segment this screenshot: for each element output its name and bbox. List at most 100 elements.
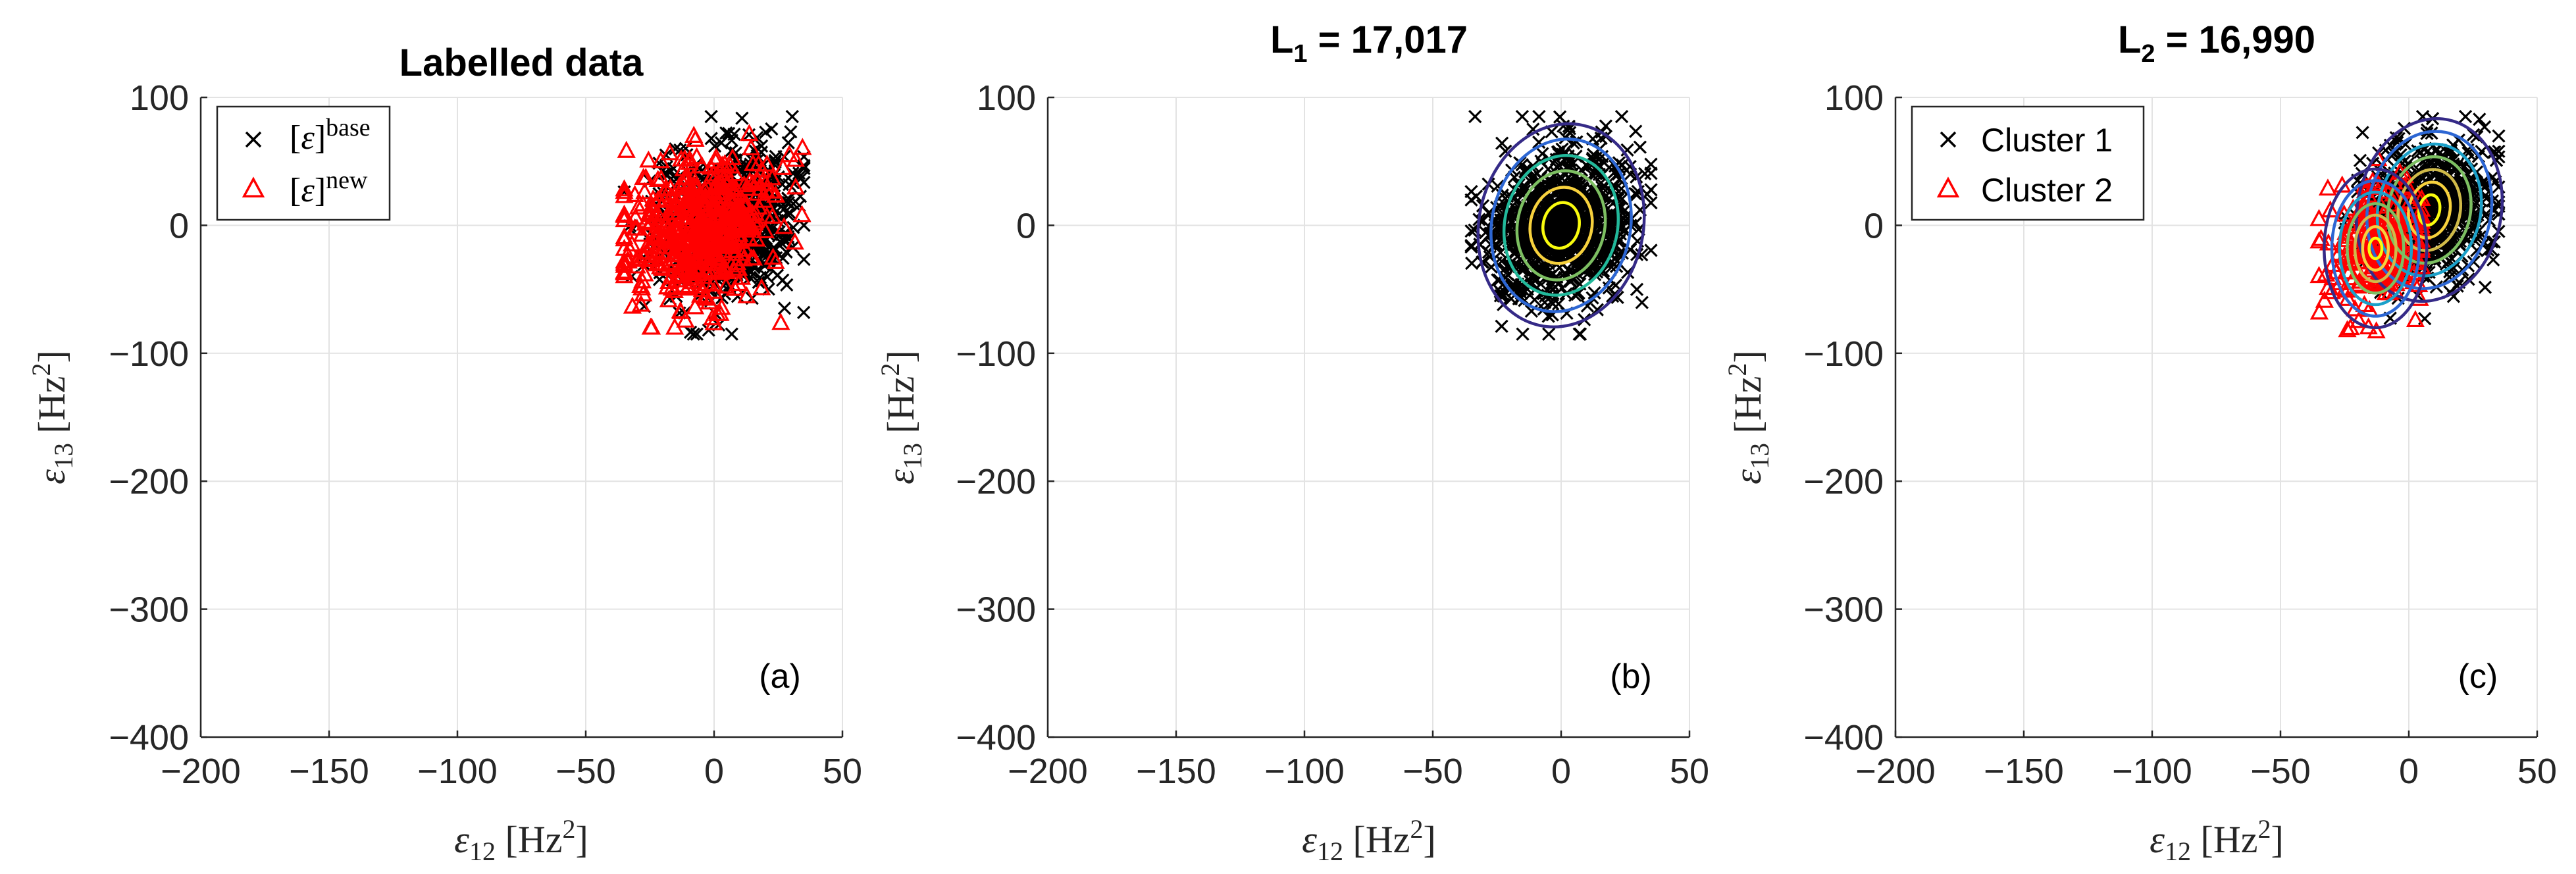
data-point-triangle — [766, 185, 785, 203]
data-point-triangle — [2370, 230, 2389, 248]
data-point-x — [1499, 144, 1512, 158]
data-point-x — [1612, 220, 1626, 234]
y-tick-label: 100 — [130, 78, 189, 118]
data-point-x — [1528, 293, 1541, 307]
data-point-triangle — [721, 156, 740, 174]
contour-line — [2355, 117, 2504, 303]
x-tick-label: −200 — [161, 752, 241, 791]
data-point-x — [1560, 235, 1575, 249]
data-point-x — [2446, 290, 2460, 303]
y-tick-label: 100 — [1824, 78, 1884, 118]
x-tick-label: 0 — [704, 752, 724, 791]
contour-line — [2361, 225, 2390, 272]
y-tick-label: 0 — [1864, 206, 1884, 245]
legend-x-marker — [1940, 131, 1957, 148]
y-axis-label: ε13 [Hz2] — [26, 350, 78, 484]
data-point-triangle — [752, 160, 771, 178]
data-point-triangle — [771, 313, 790, 330]
data-point-triangle — [659, 290, 678, 307]
data-point-triangle — [2367, 321, 2386, 339]
y-tick-label: −200 — [956, 462, 1036, 501]
data-point-x — [1495, 319, 1508, 333]
data-point-triangle — [2406, 310, 2425, 328]
data-point-triangle — [2322, 282, 2341, 299]
data-point-x — [2443, 175, 2458, 189]
data-point-triangle — [707, 147, 726, 165]
data-point-triangle — [2309, 231, 2329, 249]
data-point-triangle — [645, 232, 665, 250]
data-point-x — [1495, 136, 1509, 150]
data-point-triangle — [723, 220, 742, 238]
data-point-triangle — [615, 204, 634, 222]
data-point-triangle — [756, 221, 775, 239]
x-axis-label: ε12 [Hz2] — [1302, 814, 1436, 866]
data-point-triangle — [2309, 302, 2329, 320]
data-point-x — [777, 301, 792, 315]
data-point-x — [1562, 119, 1576, 133]
data-point-triangle — [659, 272, 679, 290]
data-point-triangle — [652, 168, 671, 186]
data-point-x — [2390, 136, 2404, 149]
data-point-triangle — [672, 258, 691, 276]
data-point-x — [1599, 119, 1612, 133]
data-point-triangle — [685, 222, 704, 240]
data-point-triangle — [683, 235, 702, 253]
data-point-x — [781, 192, 796, 206]
data-point-triangle — [696, 261, 715, 278]
data-point-triangle — [718, 217, 737, 235]
data-point-x — [1515, 110, 1530, 124]
data-point-x — [1495, 254, 1508, 269]
data-point-triangle — [773, 157, 792, 175]
data-point-triangle — [622, 234, 642, 252]
data-point-triangle — [706, 178, 725, 195]
data-point-triangle — [641, 212, 660, 230]
y-tick-label: 100 — [977, 78, 1036, 118]
data-point-x — [659, 167, 673, 181]
panel-label: (c) — [2458, 657, 2498, 696]
x-tick-label: 50 — [2517, 752, 2557, 791]
data-point-triangle — [665, 281, 684, 299]
data-point-triangle — [733, 207, 753, 225]
data-point-x — [2448, 161, 2461, 175]
data-point-triangle — [617, 140, 636, 158]
data-point-triangle — [651, 151, 670, 168]
data-point-x — [1514, 278, 1528, 292]
data-point-triangle — [706, 207, 725, 225]
y-tick-label: −300 — [1803, 590, 1884, 630]
data-point-triangle — [703, 308, 722, 326]
chart-panel-b: L1 = 17,017 −200 −150 −100 −50 0 50−400−300−2… — [875, 18, 1709, 866]
data-point-triangle — [666, 252, 685, 270]
contour-line — [2367, 236, 2384, 261]
data-point-triangle — [711, 263, 731, 280]
data-point-triangle — [2338, 320, 2357, 338]
data-point-x — [735, 111, 749, 125]
data-point-x — [786, 240, 800, 254]
x-tick-label: −150 — [289, 752, 369, 791]
data-point-triangle — [671, 149, 691, 167]
data-point-x — [1532, 135, 1546, 149]
data-point-x — [1629, 124, 1643, 138]
y-tick-label: −100 — [109, 334, 189, 374]
data-point-triangle — [626, 207, 645, 225]
data-point-triangle — [763, 206, 782, 224]
data-point-triangle — [669, 261, 688, 279]
data-point-x — [2442, 235, 2456, 249]
y-axis-label: ε13 [Hz2] — [875, 350, 927, 484]
data-point-x — [1535, 147, 1549, 161]
data-point-x — [1563, 222, 1577, 236]
data-point-triangle — [746, 203, 765, 221]
data-point-x — [704, 110, 718, 124]
y-tick-label: −100 — [956, 334, 1036, 374]
data-point-triangle — [681, 269, 700, 287]
data-point-triangle — [641, 236, 660, 253]
data-point-x — [785, 110, 799, 124]
data-point-triangle — [706, 245, 725, 263]
contour-line — [2338, 190, 2413, 307]
x-tick-label: −50 — [555, 752, 616, 791]
data-point-triangle — [696, 195, 715, 213]
data-point-triangle — [676, 310, 695, 328]
chart-panel-a: Labelled data −200 −150 −100 −50 0 50 −400 −300… — [26, 41, 862, 866]
data-point-triangle — [660, 143, 679, 161]
data-point-triangle — [2379, 243, 2398, 261]
data-point-triangle — [639, 150, 658, 168]
